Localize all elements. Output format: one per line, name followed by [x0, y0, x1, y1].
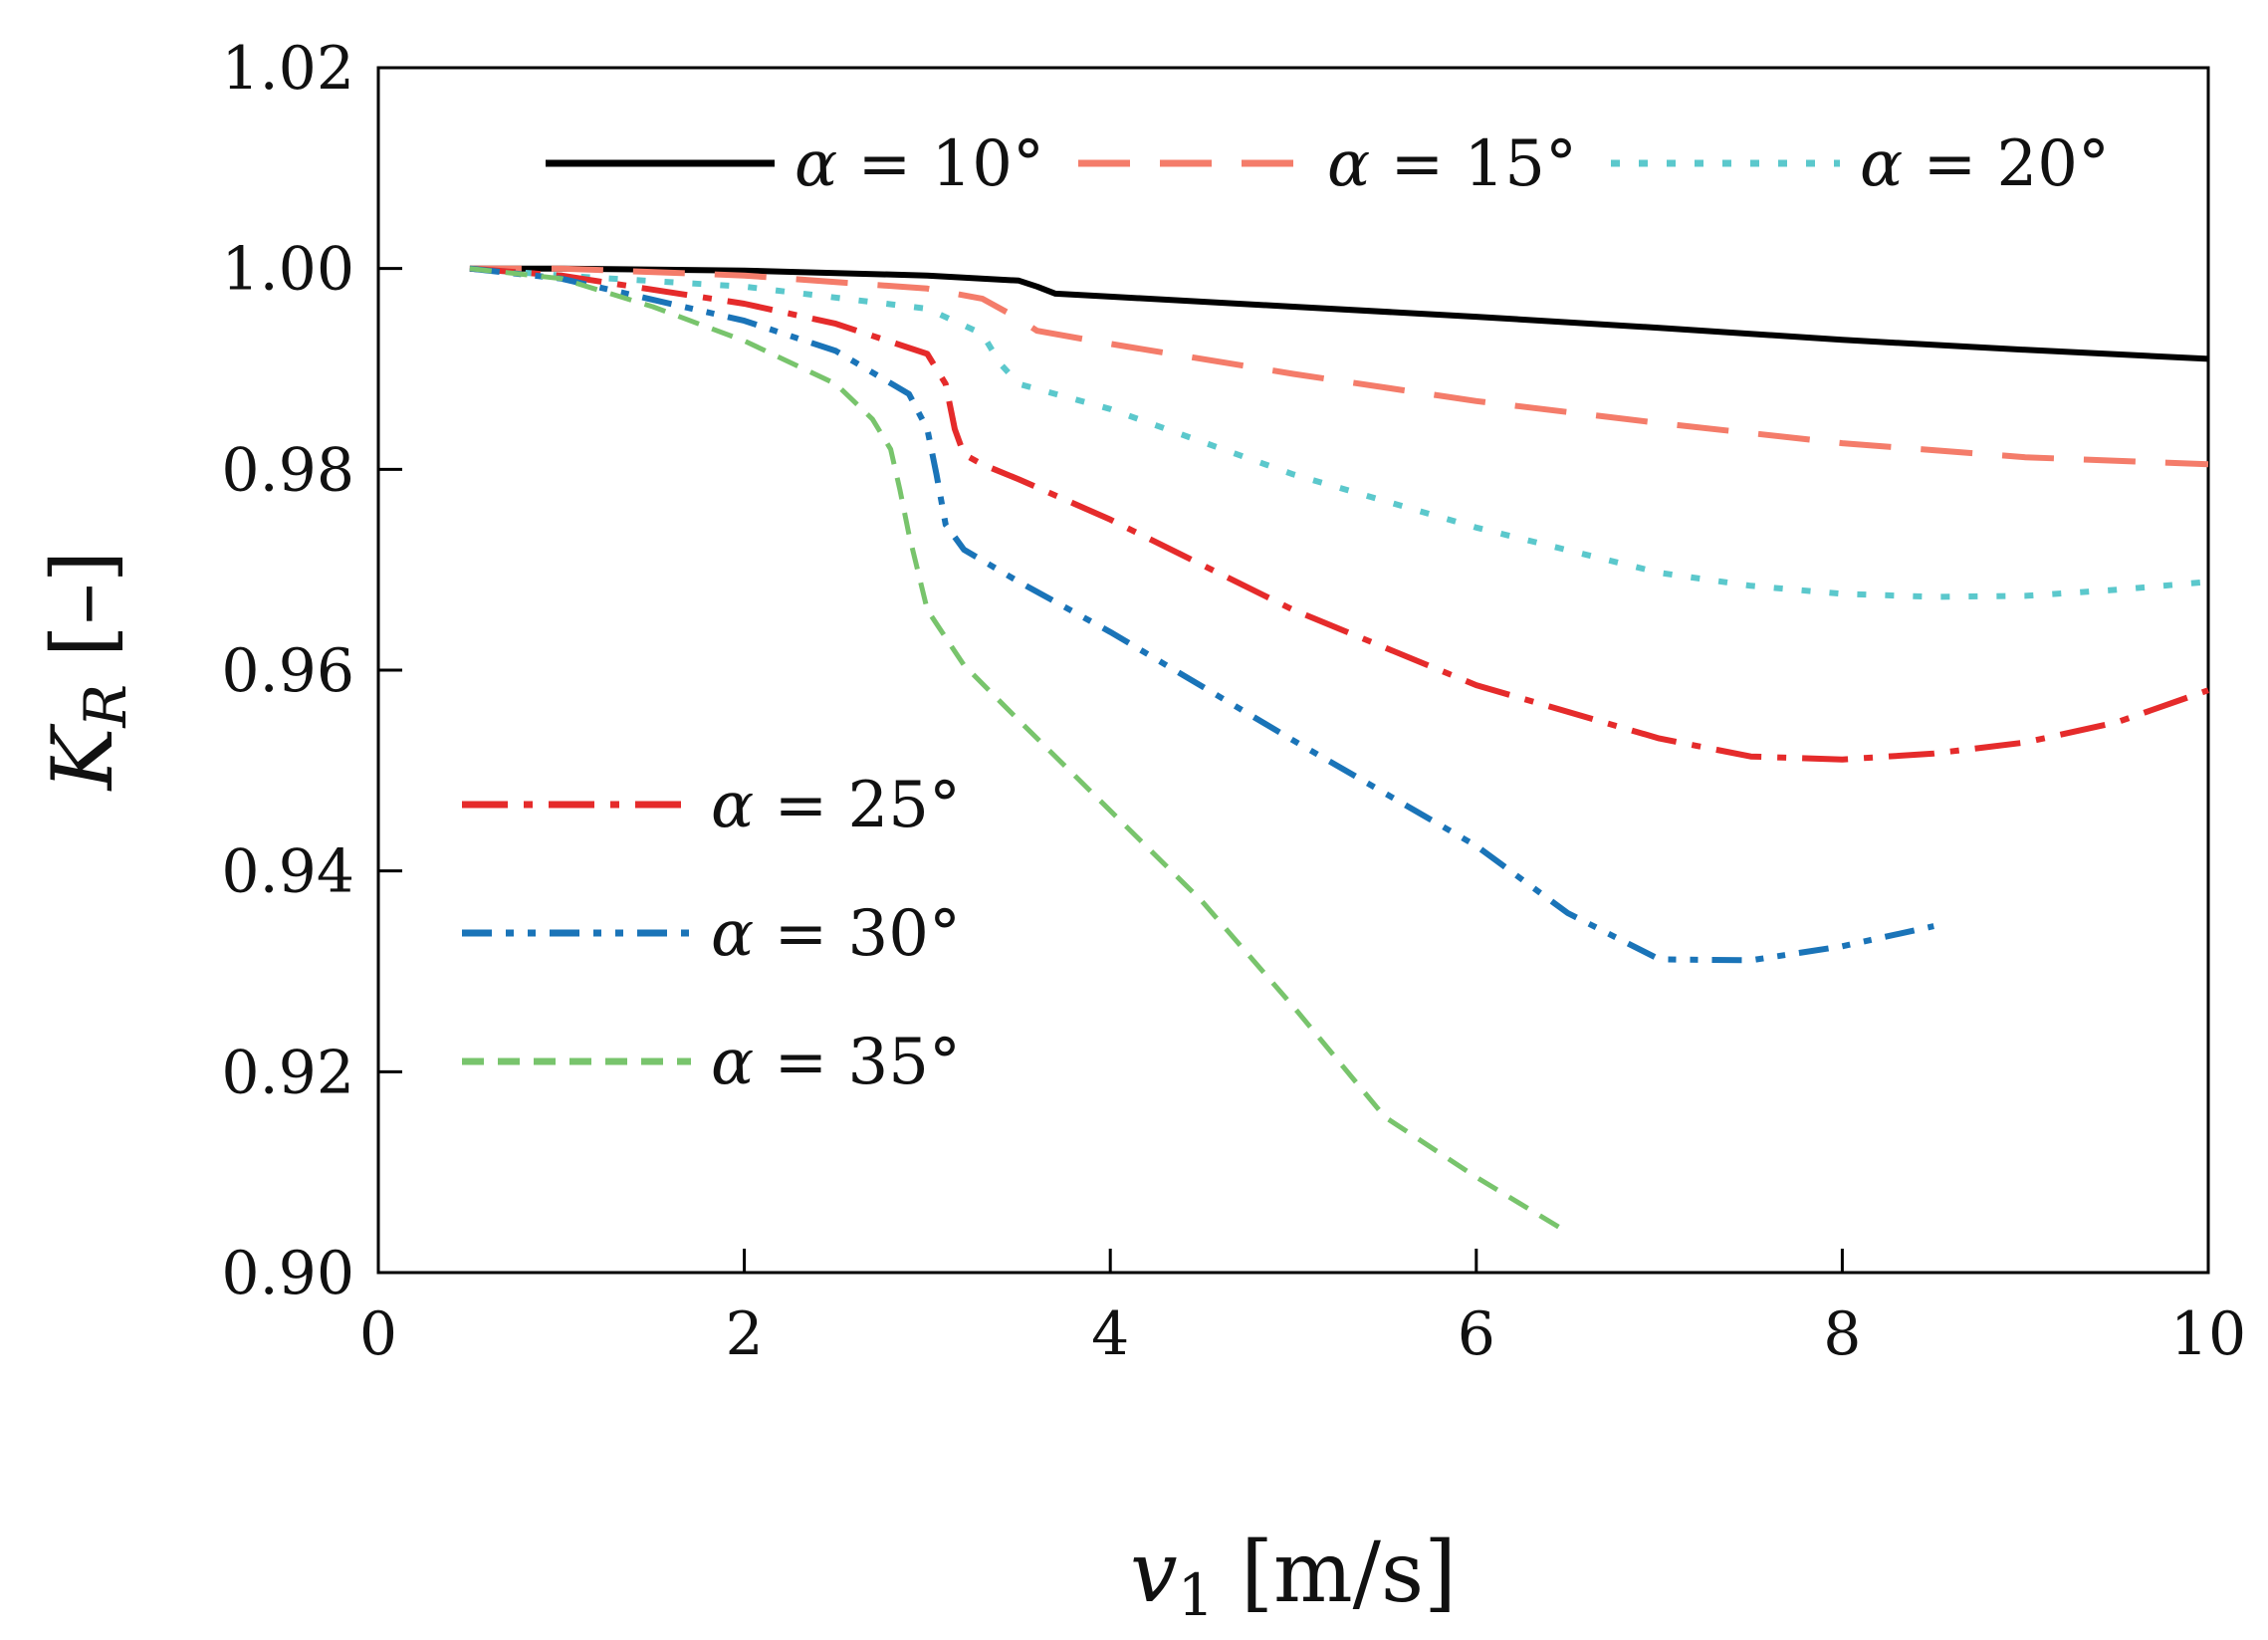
- legend-label-alpha-15: α = 15°: [1327, 127, 1577, 201]
- series-line-2: [469, 265, 2209, 468]
- legend-top: α = 10° α = 15° α = 20°: [546, 127, 2110, 201]
- x-tick-label: 2: [726, 1299, 764, 1369]
- y-axis-title: KR [–]: [34, 551, 139, 793]
- x-tick-label: 8: [1823, 1299, 1861, 1369]
- plot-frame: [376, 66, 2210, 1275]
- series-line-1: [469, 265, 2209, 362]
- x-tick-label: 4: [1091, 1299, 1129, 1369]
- legend-label-alpha-10: α = 10°: [794, 127, 1044, 201]
- y-tick-label: 0.92: [221, 1038, 354, 1107]
- x-axis-ticks: 0 2 4 6 8 10: [359, 1249, 2246, 1369]
- series-line-3: [469, 265, 2209, 600]
- x-tick-label: 10: [2170, 1299, 2246, 1369]
- series-line-5: [469, 265, 1934, 964]
- series-line-6: [469, 266, 1569, 1235]
- x-tick-label: 6: [1458, 1299, 1495, 1369]
- y-tick-label: 0.90: [221, 1239, 354, 1308]
- y-tick-label: 1.02: [221, 34, 354, 104]
- series-lines: [469, 265, 2209, 1235]
- y-axis-ticks: 0.90 0.92 0.94 0.96 0.98 1.00 1.02: [221, 34, 402, 1308]
- legend-label-alpha-25: α = 25°: [711, 769, 961, 842]
- legend-label-alpha-35: α = 35°: [711, 1026, 961, 1099]
- legend-bottom: α = 25° α = 30° α = 35°: [462, 769, 961, 1099]
- x-tick-label: 0: [359, 1299, 397, 1369]
- legend-label-alpha-20: α = 20°: [1860, 127, 2110, 201]
- y-tick-label: 0.98: [221, 435, 354, 505]
- x-axis-title: v1 [m/s]: [1130, 1523, 1457, 1629]
- y-tick-label: 0.94: [221, 837, 354, 907]
- y-tick-label: 1.00: [221, 235, 354, 305]
- legend-label-alpha-30: α = 30°: [711, 897, 961, 971]
- y-tick-label: 0.96: [221, 636, 354, 706]
- series-line-4: [469, 265, 2209, 763]
